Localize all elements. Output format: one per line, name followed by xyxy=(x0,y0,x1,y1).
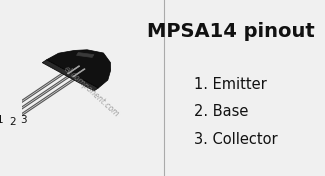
Polygon shape xyxy=(13,73,73,114)
Text: 3: 3 xyxy=(20,115,27,125)
Text: 1. Emitter: 1. Emitter xyxy=(194,77,267,92)
Text: 3. Collector: 3. Collector xyxy=(194,131,278,147)
Polygon shape xyxy=(76,53,94,57)
Text: 2: 2 xyxy=(9,117,16,127)
Text: el-component.com: el-component.com xyxy=(62,64,121,119)
Polygon shape xyxy=(46,50,110,88)
Polygon shape xyxy=(73,69,85,77)
Polygon shape xyxy=(8,71,68,111)
Polygon shape xyxy=(67,66,80,74)
Polygon shape xyxy=(42,60,98,91)
Text: 2. Base: 2. Base xyxy=(194,104,249,119)
Text: MPSA14 pinout: MPSA14 pinout xyxy=(147,22,314,41)
Text: 1: 1 xyxy=(0,115,4,125)
Polygon shape xyxy=(19,76,79,117)
